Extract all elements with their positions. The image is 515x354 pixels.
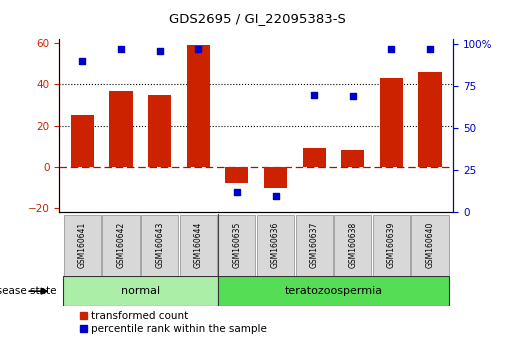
FancyBboxPatch shape [296, 215, 333, 275]
Text: disease state: disease state [0, 286, 57, 296]
Bar [226, 167, 248, 183]
Text: GSM160644: GSM160644 [194, 222, 203, 268]
FancyBboxPatch shape [63, 276, 217, 306]
Point [387, 46, 396, 52]
Bar [341, 150, 364, 167]
Text: GDS2695 / GI_22095383-S: GDS2695 / GI_22095383-S [169, 12, 346, 25]
Text: GSM160635: GSM160635 [232, 222, 242, 268]
FancyBboxPatch shape [257, 215, 294, 275]
FancyBboxPatch shape [218, 215, 255, 275]
FancyBboxPatch shape [217, 276, 449, 306]
FancyBboxPatch shape [102, 215, 140, 275]
Text: teratozoospermia: teratozoospermia [284, 286, 383, 296]
Bar [418, 72, 441, 167]
Text: normal: normal [121, 286, 160, 296]
Bar [71, 115, 94, 167]
FancyBboxPatch shape [373, 215, 410, 275]
Bar [109, 91, 132, 167]
FancyBboxPatch shape [180, 215, 217, 275]
Bar [380, 78, 403, 167]
Text: GSM160641: GSM160641 [78, 222, 87, 268]
FancyBboxPatch shape [141, 215, 178, 275]
Text: GSM160639: GSM160639 [387, 222, 396, 268]
Point [233, 189, 241, 195]
Text: GSM160637: GSM160637 [310, 222, 319, 268]
Point [156, 48, 164, 53]
Legend: transformed count, percentile rank within the sample: transformed count, percentile rank withi… [80, 312, 267, 334]
Bar [302, 148, 325, 167]
Bar [264, 167, 287, 188]
Text: GSM160638: GSM160638 [348, 222, 357, 268]
Text: GSM160642: GSM160642 [116, 222, 126, 268]
Point [271, 193, 280, 198]
Text: GSM160636: GSM160636 [271, 222, 280, 268]
Point [426, 46, 434, 52]
Text: GSM160643: GSM160643 [155, 222, 164, 268]
Bar [148, 95, 171, 167]
Point [194, 46, 202, 52]
Point [310, 92, 318, 97]
Text: GSM160640: GSM160640 [425, 222, 435, 268]
FancyBboxPatch shape [411, 215, 449, 275]
FancyBboxPatch shape [64, 215, 101, 275]
Point [117, 46, 125, 52]
Bar [186, 45, 210, 167]
Point [78, 58, 87, 64]
Point [349, 93, 357, 99]
FancyBboxPatch shape [334, 215, 371, 275]
